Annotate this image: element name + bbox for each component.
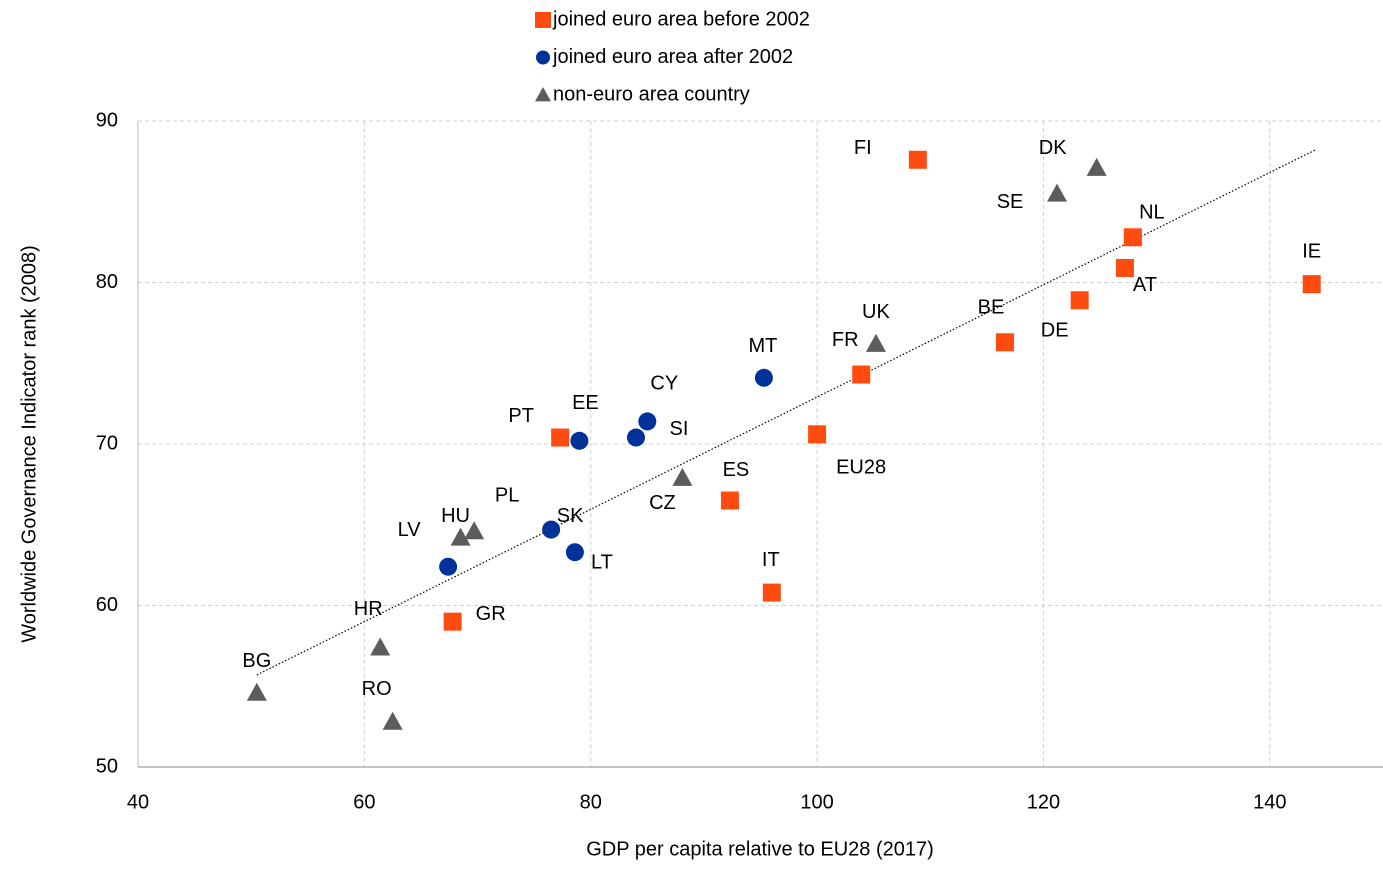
point — [627, 428, 645, 447]
point — [565, 543, 584, 562]
y-axis-title: Worldwide Governance Indicator rank (200… — [18, 245, 40, 643]
point — [551, 428, 570, 447]
point — [1070, 291, 1089, 310]
point — [865, 333, 886, 352]
point — [808, 425, 827, 444]
point — [1047, 183, 1068, 202]
point-label: IE — [1302, 240, 1321, 262]
point-label: HR — [354, 598, 383, 620]
point — [370, 637, 391, 656]
x-tick-label: 60 — [353, 791, 375, 813]
point — [995, 333, 1014, 352]
point-label: DE — [1041, 320, 1069, 342]
point-label: CZ — [649, 492, 676, 514]
point-label: PT — [508, 405, 534, 427]
point — [439, 557, 458, 576]
point-label: NL — [1139, 202, 1165, 224]
point — [852, 365, 871, 384]
point — [443, 612, 462, 631]
x-tick-label: 120 — [1027, 791, 1060, 813]
x-tick-label: 140 — [1253, 791, 1286, 813]
point — [720, 491, 739, 510]
point-label: HU — [441, 505, 470, 527]
point-label: CY — [650, 373, 678, 395]
point — [754, 368, 773, 387]
x-tick-label: 100 — [800, 791, 833, 813]
point-label: BG — [242, 650, 271, 672]
legend-label: joined euro area before 2002 — [552, 8, 810, 30]
legend-marker — [536, 50, 550, 65]
point-label: SI — [670, 418, 689, 440]
point-label: LT — [591, 551, 613, 573]
point-label: AT — [1133, 274, 1157, 296]
legend-label: joined euro area after 2002 — [552, 46, 793, 68]
point-label: GR — [476, 603, 506, 625]
point — [1115, 258, 1134, 277]
x-tick-label: 80 — [580, 791, 602, 813]
y-tick-label: 70 — [96, 432, 118, 454]
legend-label: non-euro area country — [553, 83, 750, 105]
point-label: LV — [398, 519, 422, 541]
y-tick-label: 60 — [96, 594, 118, 616]
point-label: DK — [1039, 137, 1067, 159]
point-label: SE — [997, 191, 1024, 213]
point-label: UK — [862, 301, 890, 323]
point — [542, 520, 561, 539]
point-label: BE — [978, 297, 1005, 319]
point-label: FI — [854, 137, 872, 159]
point-label: IT — [762, 549, 780, 571]
y-tick-label: 50 — [96, 755, 118, 777]
point-label: EU28 — [836, 457, 886, 479]
point — [450, 527, 471, 546]
point-label: RO — [362, 678, 392, 700]
legend-marker — [535, 12, 551, 28]
x-axis-title: GDP per capita relative to EU28 (2017) — [586, 838, 934, 860]
point-label: MT — [748, 335, 777, 357]
point-label: SK — [557, 505, 584, 527]
point — [672, 467, 693, 486]
point-label: PL — [495, 484, 519, 506]
point — [570, 431, 589, 450]
y-tick-label: 80 — [96, 271, 118, 293]
point-label: ES — [723, 459, 750, 481]
point — [1302, 275, 1321, 294]
point — [1123, 228, 1142, 247]
y-tick-label: 90 — [96, 109, 118, 131]
trendline — [256, 149, 1316, 676]
point — [638, 412, 657, 431]
point — [762, 583, 781, 602]
point — [1086, 157, 1107, 176]
x-tick-label: 40 — [127, 791, 149, 813]
point-label: FR — [832, 329, 859, 351]
legend-marker — [535, 87, 551, 102]
point-label: EE — [572, 392, 599, 414]
point — [382, 711, 403, 730]
point — [908, 150, 927, 169]
point — [246, 682, 267, 701]
point — [464, 521, 485, 540]
